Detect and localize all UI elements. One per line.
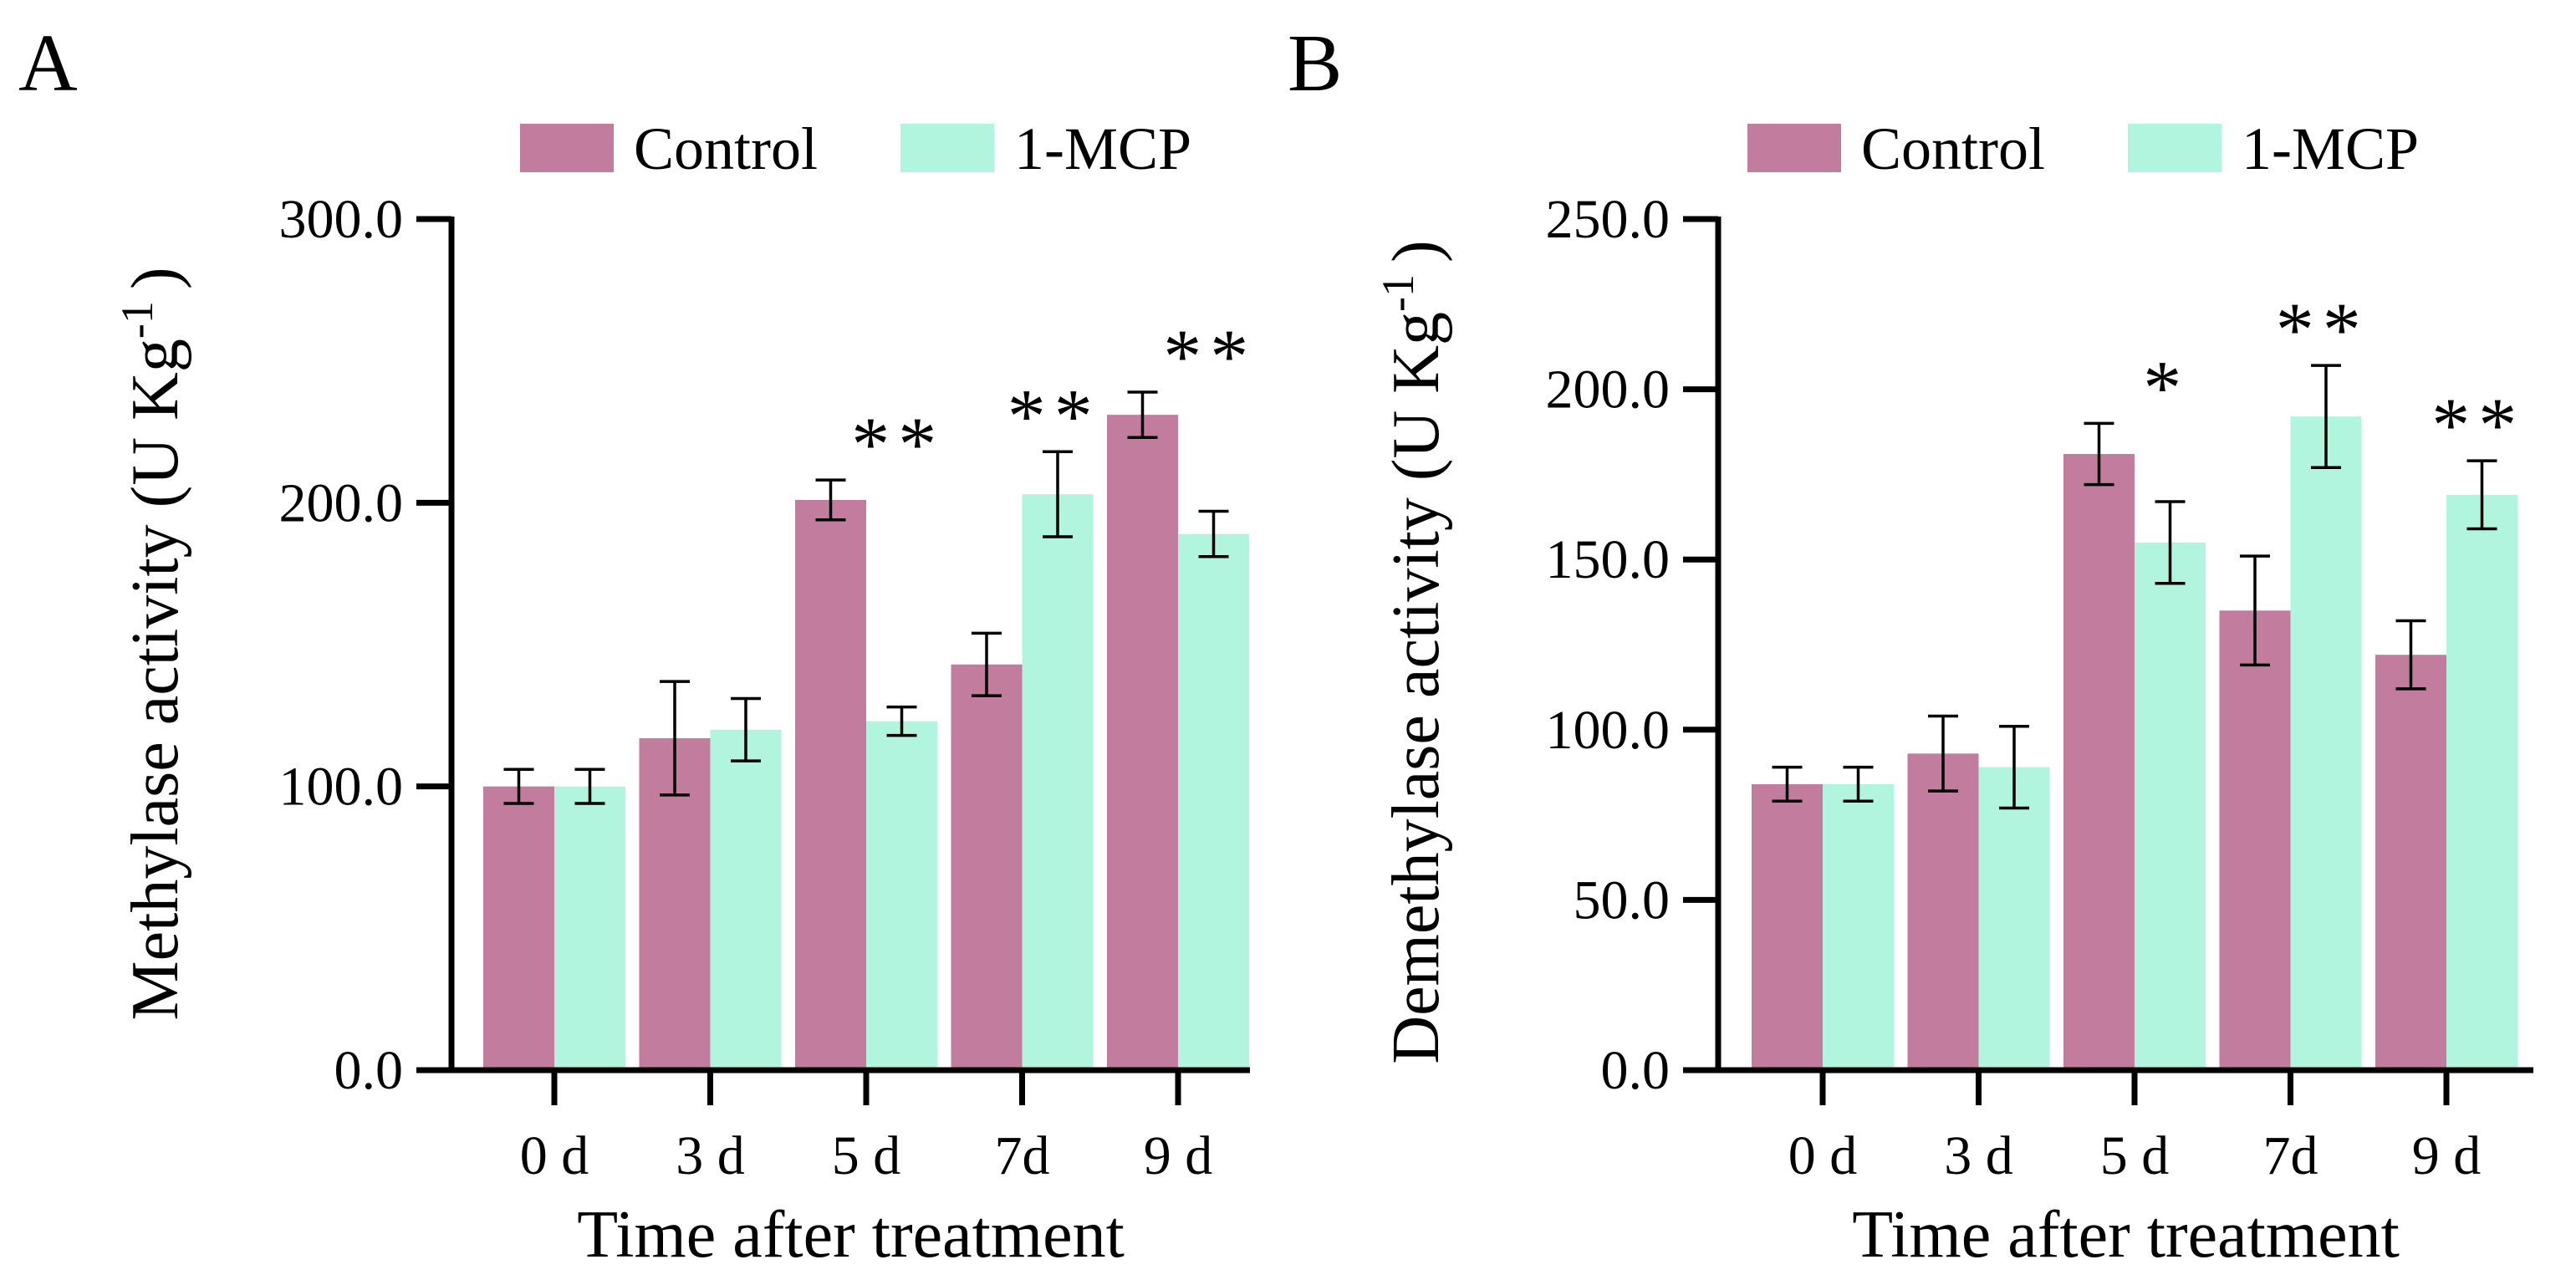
x-axis-label: Time after treatment xyxy=(1852,1198,2400,1272)
y-tick-label: 50.0 xyxy=(1574,869,1671,931)
y-tick-label: 200.0 xyxy=(1546,360,1671,421)
x-tick-label: 0 d xyxy=(1788,1125,1858,1186)
bar-control xyxy=(1907,753,1979,1070)
bar-control xyxy=(1107,415,1178,1070)
y-axis-label-sup: -1 xyxy=(112,301,162,339)
error-bar xyxy=(2395,619,2426,691)
significance-mark: ** xyxy=(2431,382,2525,467)
bar-control xyxy=(795,499,866,1070)
significance-mark: ** xyxy=(1007,373,1101,458)
panel-label: A xyxy=(18,18,78,109)
legend-swatch xyxy=(520,124,614,172)
y-tick-label: 150.0 xyxy=(1546,529,1671,590)
bar-control xyxy=(2063,453,2135,1070)
error-bar xyxy=(815,478,846,522)
bar-mcp xyxy=(2446,494,2517,1070)
error-bar xyxy=(1198,509,1229,558)
bars: ** ** ** xyxy=(483,314,1257,1070)
bar-mcp xyxy=(1022,494,1094,1070)
error-bar xyxy=(972,631,1002,697)
bar-mcp xyxy=(1978,767,2050,1070)
error-bar xyxy=(2240,554,2270,667)
panel-a: A Control 1-MCP ** ** ** 0 d 3 d 5 d 7d 9 d 0.0 100.… xyxy=(18,18,1257,1272)
error-bar xyxy=(1043,450,1073,538)
y-tick-label: 0.0 xyxy=(1601,1040,1671,1101)
error-bar xyxy=(731,696,761,762)
x-axis-label: Time after treatment xyxy=(577,1198,1125,1272)
error-bar xyxy=(1772,765,1803,803)
error-bar xyxy=(1127,390,1158,440)
legend: Control 1-MCP xyxy=(520,115,1191,182)
legend: Control 1-MCP xyxy=(1747,115,2419,182)
bar-mcp xyxy=(710,729,782,1070)
y-axis-label-main: Methylase activity (U Kg xyxy=(119,339,192,1020)
y-tick-label: 0.0 xyxy=(334,1040,404,1101)
error-bar xyxy=(503,767,534,805)
legend-label: Control xyxy=(1861,115,2045,182)
bar-mcp xyxy=(866,721,937,1070)
y-tick-label: 200.0 xyxy=(279,472,404,533)
bar-control xyxy=(483,786,554,1070)
bar-mcp xyxy=(2290,416,2362,1070)
bar-control xyxy=(1752,783,1823,1070)
x-tick-label: 3 d xyxy=(1944,1125,2013,1186)
legend-label: 1-MCP xyxy=(1014,115,1191,182)
bar-mcp xyxy=(2135,542,2206,1070)
error-bar xyxy=(2466,459,2497,531)
bar-mcp xyxy=(554,786,625,1070)
error-bar xyxy=(1928,714,1958,793)
bar-control xyxy=(2219,610,2291,1070)
error-bar xyxy=(2084,421,2114,487)
error-bar xyxy=(574,767,605,805)
x-tick-label: 3 d xyxy=(676,1125,745,1186)
x-tick-label: 0 d xyxy=(520,1125,589,1186)
y-tick-label: 250.0 xyxy=(1546,189,1671,250)
x-tick-label: 7d xyxy=(995,1125,1050,1186)
error-bar xyxy=(1843,765,1874,803)
bar-control xyxy=(951,664,1023,1070)
panel-label: B xyxy=(1288,18,1342,109)
x-tick-label: 9 d xyxy=(2412,1125,2482,1186)
y-tick-label: 300.0 xyxy=(279,189,404,250)
legend-swatch xyxy=(900,124,994,172)
error-bar xyxy=(886,705,917,737)
significance-mark: * xyxy=(2143,344,2190,430)
bars: ***** xyxy=(1752,287,2525,1070)
error-bar xyxy=(2311,364,2341,470)
y-tick-label: 100.0 xyxy=(1546,700,1671,761)
bar-mcp xyxy=(1178,533,1249,1070)
x-tick-label: 9 d xyxy=(1144,1125,1213,1186)
legend-swatch xyxy=(1747,124,1841,172)
error-bar xyxy=(1999,724,2029,810)
error-bar xyxy=(660,680,690,797)
x-tick-label: 5 d xyxy=(832,1125,901,1186)
legend-label: Control xyxy=(634,115,818,182)
x-tick-label: 5 d xyxy=(2100,1125,2170,1186)
bar-mcp xyxy=(1823,783,1894,1070)
y-axis-label-main: Demethylase activity (U Kg xyxy=(1380,312,1453,1064)
y-axis-label-sup: -1 xyxy=(1373,274,1423,312)
y-axis-label: Demethylase activity (U Kg-1) xyxy=(1373,240,1453,1063)
significance-mark: ** xyxy=(2276,287,2369,372)
error-bar xyxy=(2155,500,2186,585)
legend-label: 1-MCP xyxy=(2242,115,2419,182)
y-axis-label-close: ) xyxy=(119,268,192,290)
significance-mark: ** xyxy=(1163,314,1257,399)
y-tick-label: 100.0 xyxy=(279,757,404,818)
legend-swatch xyxy=(2128,124,2221,172)
significance-mark: ** xyxy=(851,401,945,487)
y-axis-label-close: ) xyxy=(1380,240,1453,263)
bar-control xyxy=(2375,655,2446,1070)
y-axis-label: Methylase activity (U Kg-1) xyxy=(112,268,192,1021)
x-tick-label: 7d xyxy=(2263,1125,2318,1186)
